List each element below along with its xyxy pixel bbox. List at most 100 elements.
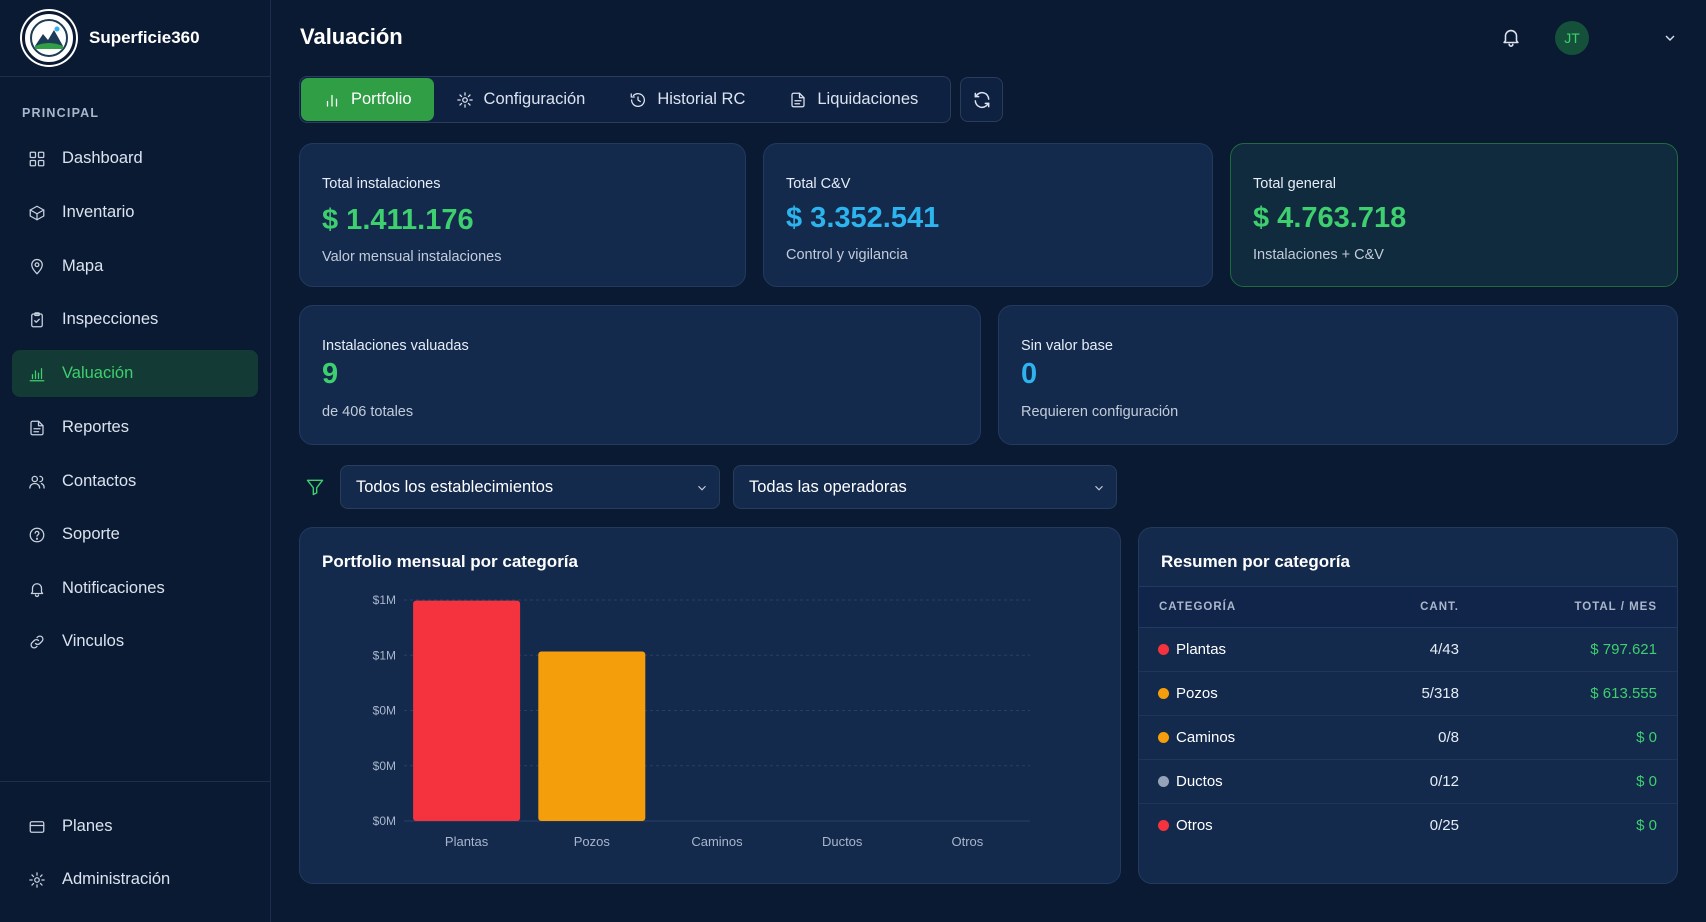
cell-total: $ 0 <box>1636 773 1657 790</box>
cell-cant: 0/12 <box>1429 773 1459 790</box>
stat-label: Sin valor base <box>1021 338 1113 354</box>
refresh-button[interactable] <box>960 77 1003 122</box>
stat-label: Total C&V <box>786 176 851 192</box>
sidebar-divider <box>0 781 271 782</box>
bar-pozos[interactable] <box>538 651 646 821</box>
operadoras-select[interactable]: Todas las operadoras <box>733 465 1117 509</box>
sidebar-item-label: Reportes <box>62 418 129 436</box>
sidebar-item-label: Notificaciones <box>62 579 165 597</box>
bell-icon[interactable] <box>1500 26 1522 48</box>
sidebar-item-dashboard[interactable]: Dashboard <box>12 135 258 182</box>
table-row: Plantas 4/43 $ 797.621 <box>1139 628 1677 672</box>
sidebar-item-reportes[interactable]: Reportes <box>12 404 258 451</box>
sidebar-item-contactos[interactable]: Contactos <box>12 458 258 505</box>
sidebar-item-vinculos[interactable]: Vinculos <box>12 618 258 665</box>
chart-panel: Portfolio mensual por categoría $0M $0M $0… <box>299 527 1121 884</box>
stat-value: $ 3.352.541 <box>786 202 940 234</box>
sidebar-item-inventario[interactable]: Inventario <box>12 189 258 236</box>
cell-cant: 5/318 <box>1421 685 1459 702</box>
cell-cant: 4/43 <box>1429 641 1459 658</box>
cell-category: Pozos <box>1176 685 1218 702</box>
sidebar-item-soporte[interactable]: Soporte <box>12 511 258 558</box>
sidebar-item-valuacion[interactable]: Valuación <box>12 350 258 397</box>
sidebar-item-label: Inventario <box>62 203 135 221</box>
gear-icon <box>456 91 473 108</box>
stat-sub: Instalaciones + C&V <box>1253 247 1384 263</box>
portfolio-bar-chart: $0M $0M $0M $1M $1M Plantas Pozos Caminos Ductos… <box>373 593 1030 849</box>
stat-sub: Control y vigilancia <box>786 247 908 263</box>
tab-portfolio[interactable]: Portfolio <box>301 78 434 121</box>
stat-card-total-cv: Total C&V $ 3.352.541 Control y vigilanc… <box>763 143 1213 287</box>
summary-title: Resumen por categoría <box>1161 552 1350 571</box>
th-cant: CANT. <box>1420 601 1459 613</box>
tab-liquidaciones[interactable]: Liquidaciones <box>767 78 940 121</box>
chevron-down-icon <box>695 481 709 495</box>
establecimientos-select[interactable]: Todos los establecimientos <box>340 465 720 509</box>
sidebar-item-planes[interactable]: Planes <box>12 803 258 850</box>
brand[interactable]: Superficie360 <box>0 0 270 77</box>
sidebar-item-mapa[interactable]: Mapa <box>12 243 258 290</box>
bar-plantas[interactable] <box>413 600 521 821</box>
cell-total: $ 797.621 <box>1590 641 1657 658</box>
cell-category: Plantas <box>1176 641 1227 658</box>
sidebar-item-label: Valuación <box>62 364 134 382</box>
x-tick-label: Caminos <box>691 834 743 849</box>
stat-value: 9 <box>322 358 339 390</box>
tab-label: Liquidaciones <box>817 90 919 108</box>
sidebar-item-inspecciones[interactable]: Inspecciones <box>12 296 258 343</box>
help-circle-icon <box>27 525 47 545</box>
category-dot <box>1158 732 1169 743</box>
y-tick-label: $0M <box>373 814 396 828</box>
cell-category: Caminos <box>1176 729 1236 746</box>
gear-icon <box>27 870 47 890</box>
sidebar-item-administracion[interactable]: Administración <box>12 856 258 903</box>
cell-cant: 0/25 <box>1429 817 1459 834</box>
sidebar-item-notificaciones[interactable]: Notificaciones <box>12 565 258 612</box>
history-icon <box>630 92 646 107</box>
x-tick-label: Otros <box>952 834 984 849</box>
cell-total: $ 613.555 <box>1590 685 1657 702</box>
x-tick-label: Ductos <box>822 834 863 849</box>
tab-bar: Portfolio Configuración Historial RC Liq… <box>299 76 951 123</box>
brand-name: Superficie360 <box>89 28 200 47</box>
chevron-down-icon <box>1092 481 1106 495</box>
section-label-principal: PRINCIPAL <box>22 106 100 120</box>
sidebar: Superficie360 PRINCIPAL Dashboard Invent… <box>0 0 271 922</box>
chart-title: Portfolio mensual por categoría <box>322 552 578 571</box>
tab-historial-rc[interactable]: Historial RC <box>607 78 767 121</box>
th-total: TOTAL / MES <box>1574 601 1657 613</box>
tab-label: Configuración <box>483 90 586 108</box>
avatar[interactable]: JT <box>1555 21 1589 55</box>
category-dot <box>1158 644 1169 655</box>
tab-label: Portfolio <box>351 90 412 108</box>
stat-label: Instalaciones valuadas <box>322 338 469 354</box>
y-tick-label: $1M <box>373 593 396 607</box>
category-dot <box>1158 776 1169 787</box>
tab-configuracion[interactable]: Configuración <box>434 78 608 121</box>
x-tick-label: Pozos <box>574 834 611 849</box>
table-row: Ductos 0/12 $ 0 <box>1139 760 1677 804</box>
table-row: Caminos 0/8 $ 0 <box>1139 716 1677 760</box>
stat-sub: de 406 totales <box>322 404 414 420</box>
sidebar-item-label: Inspecciones <box>62 310 159 328</box>
stat-card-total-instalaciones: Total instalaciones $ 1.411.176 Valor me… <box>299 143 746 287</box>
table-row: Pozos 5/318 $ 613.555 <box>1139 672 1677 716</box>
clipboard-icon <box>27 310 47 330</box>
x-tick-label: Plantas <box>445 834 489 849</box>
bar-chart-icon <box>326 94 338 107</box>
cell-category: Ductos <box>1176 773 1223 790</box>
cell-cant: 0/8 <box>1438 729 1459 746</box>
table-row: Otros 0/25 $ 0 <box>1139 804 1677 848</box>
grid-icon <box>27 149 47 169</box>
stat-sub: Valor mensual instalaciones <box>322 249 502 265</box>
y-tick-label: $1M <box>373 648 396 662</box>
summary-table-header: CATEGORÍA CANT. TOTAL / MES <box>1139 586 1677 628</box>
sidebar-item-label: Planes <box>62 817 113 835</box>
chevron-down-icon[interactable] <box>1662 30 1678 46</box>
stat-value: $ 4.763.718 <box>1253 202 1407 234</box>
page-title: Valuación <box>300 24 403 49</box>
tab-label: Historial RC <box>657 90 746 108</box>
stat-label: Total instalaciones <box>322 176 441 192</box>
stat-card-total-general: Total general $ 4.763.718 Instalaciones … <box>1230 143 1678 287</box>
stat-card-instalaciones-valuadas: Instalaciones valuadas 9 de 406 totales <box>299 305 981 445</box>
